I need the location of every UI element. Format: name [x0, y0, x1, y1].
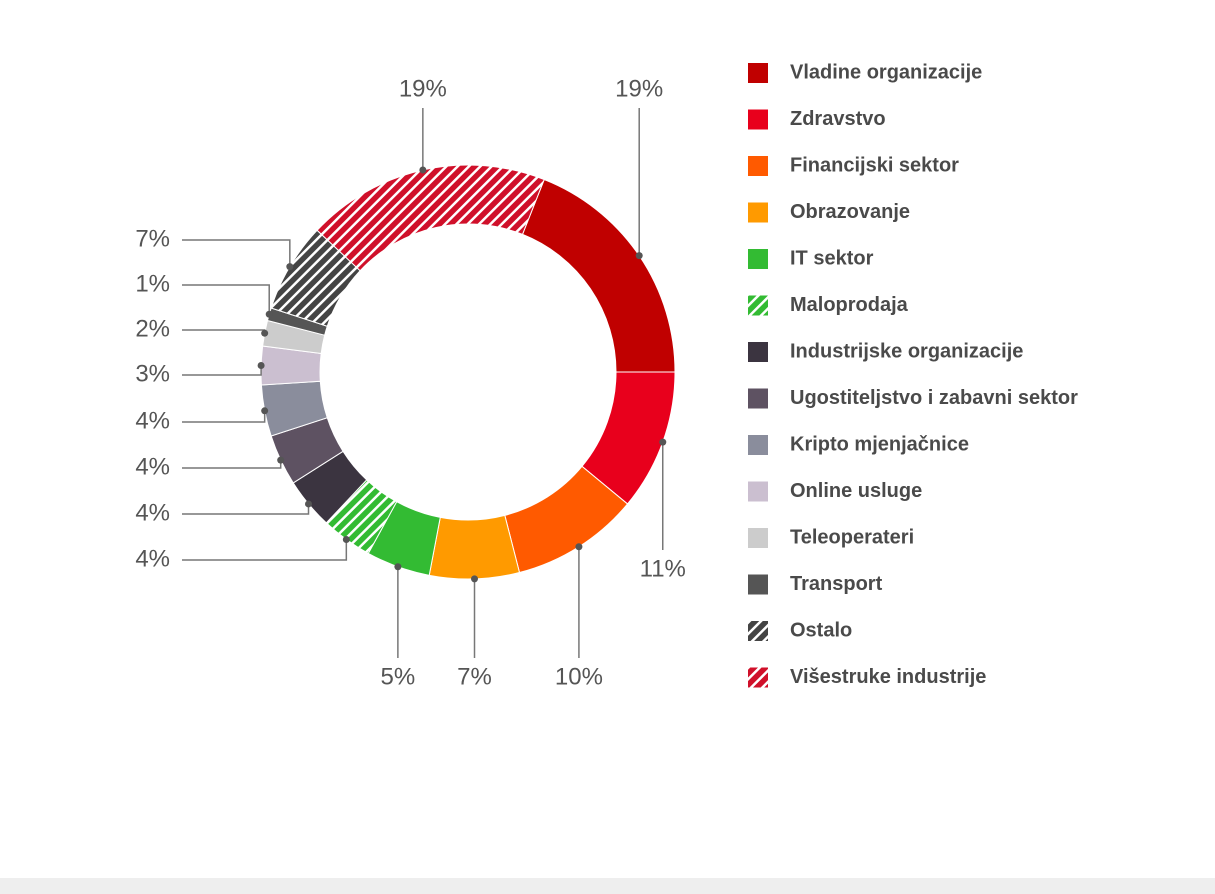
legend-label: Ugostiteljstvo i zabavni sektor	[790, 387, 1078, 409]
bottom-band	[0, 878, 1215, 894]
legend-label: Online usluge	[790, 480, 922, 502]
legend-swatch	[748, 574, 768, 595]
leader-dot	[277, 456, 285, 464]
leader-line	[182, 284, 270, 315]
legend-swatch	[748, 63, 768, 83]
leader-dot	[471, 575, 479, 583]
leader-dot	[261, 329, 269, 337]
legend-swatch	[748, 156, 768, 176]
legend-label: Transport	[790, 573, 883, 595]
percent-label: 5%	[381, 663, 416, 690]
leader-line	[182, 410, 266, 423]
percent-label: 7%	[457, 663, 492, 690]
donut-slice	[316, 164, 545, 272]
legend-label: Maloprodaja	[790, 294, 909, 316]
percent-label: 4%	[135, 545, 170, 572]
percent-label: 4%	[135, 453, 170, 480]
leader-line	[182, 239, 291, 267]
legend-label: Teleoperateri	[790, 526, 914, 548]
percent-label: 7%	[135, 225, 170, 252]
legend-swatch	[748, 667, 768, 688]
leader-dot	[659, 438, 667, 446]
legend-swatch	[748, 295, 768, 316]
legend-swatch	[748, 388, 768, 409]
legend-label: Obrazovanje	[790, 201, 910, 223]
percent-label: 10%	[555, 663, 603, 690]
legend-swatch	[748, 342, 768, 362]
leader-dot	[394, 563, 402, 571]
legend-label: IT sektor	[790, 247, 874, 269]
leader-dot	[286, 263, 294, 271]
legend-swatch	[748, 202, 768, 223]
leader-dot	[257, 361, 265, 369]
donut-slice	[428, 514, 521, 580]
legend-swatch	[748, 621, 768, 641]
legend-swatch	[748, 249, 768, 269]
leader-line	[182, 503, 310, 515]
legend-label: Kripto mjenjačnice	[790, 433, 969, 455]
leader-dot	[575, 543, 583, 551]
leader-line	[182, 329, 266, 334]
percent-label: 2%	[135, 315, 170, 342]
percent-label: 4%	[135, 407, 170, 434]
percent-label: 19%	[615, 75, 663, 102]
leader-dot	[635, 252, 643, 260]
leader-line	[182, 365, 262, 376]
leader-dot	[305, 500, 313, 508]
legend-swatch	[748, 528, 768, 548]
leader-line	[182, 539, 348, 561]
leader-line	[182, 460, 282, 469]
percent-label: 11%	[640, 555, 686, 582]
legend-label: Višestruke industrije	[790, 666, 986, 688]
legend-label: Vladine organizacije	[790, 61, 982, 83]
leader-dot	[342, 535, 350, 543]
percent-label: 4%	[135, 499, 170, 526]
leader-dot	[419, 166, 427, 174]
legend-label: Financijski sektor	[790, 154, 959, 176]
legend-swatch	[748, 435, 768, 455]
legend-label: Industrijske organizacije	[790, 340, 1023, 362]
percent-label: 3%	[135, 360, 170, 387]
legend-swatch	[748, 109, 768, 130]
legend-label: Ostalo	[790, 619, 852, 641]
leader-dot	[261, 407, 269, 415]
percent-label: 1%	[135, 270, 170, 297]
donut-slice	[521, 178, 676, 373]
leader-dot	[265, 310, 273, 318]
legend-label: Zdravstvo	[790, 108, 886, 130]
legend-swatch	[748, 481, 768, 502]
percent-label: 19%	[399, 75, 447, 102]
